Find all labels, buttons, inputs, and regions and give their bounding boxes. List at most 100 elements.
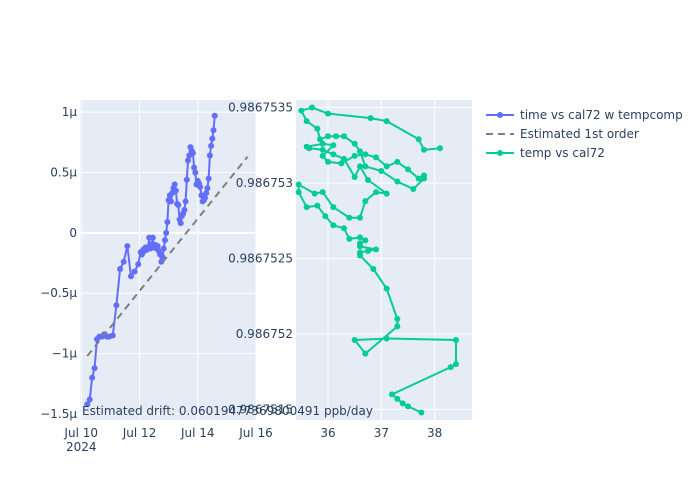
right-data-point [319,152,326,159]
right-data-point [378,167,385,174]
left-data-point [117,266,124,273]
right-data-point [351,337,358,343]
right-data-point [330,204,337,211]
right-data-point [298,107,305,114]
right-y-tick-label: 0.9867535 [228,101,293,115]
right-data-point [362,237,369,244]
right-data-point [421,175,427,182]
left-x-tick-label: Jul 12 [122,426,157,440]
left-data-point [210,127,217,134]
left-series-0 [84,112,218,408]
right-data-point [351,173,358,180]
right-data-point [338,160,345,167]
left-data-point [172,187,179,194]
right-data-point [373,246,379,253]
left-y-tick-label: 0.5μ [50,165,77,179]
right-data-point [330,151,337,158]
right-data-point [333,133,339,140]
left-x-tick-label: Jul 10 [63,426,98,440]
right-data-point [383,118,390,125]
left-series-1 [86,156,249,357]
left-data-point [160,245,167,252]
right-data-point [357,148,363,155]
left-data-point [204,185,211,192]
right-data-point [351,140,358,147]
left-data-point [205,175,212,182]
left-data-point [154,243,161,250]
legend-label: Estimated 1st order [520,127,639,141]
left-data-point [168,198,175,205]
right-y-tick-label: 0.9867525 [228,251,293,265]
right-data-point [317,136,323,143]
drift-annotation: Estimated drift: 0.06019477369800491 ppb… [82,404,373,418]
right-data-point [303,143,310,150]
right-data-point [346,214,353,221]
right-data-point [373,189,379,196]
right-data-point [314,125,321,132]
right-data-point [341,155,347,162]
left-data-point [182,198,189,205]
right-data-point [367,115,374,122]
right-data-point [357,240,363,247]
right-data-point [383,285,390,292]
left-x-tick-label: Jul 16 [238,426,273,440]
right-data-point [362,198,369,205]
right-data-point [346,235,353,242]
right-data-point [418,409,425,416]
left-y-tick-label: −1μ [52,347,78,361]
right-data-point [447,364,454,371]
left-data-point [189,150,196,157]
legend-item: time vs cal72 w tempcomp [486,108,683,122]
left-data-point [158,258,165,265]
right-data-point [357,214,363,221]
left-plot-area [80,100,256,420]
left-data-point [124,243,131,250]
legend-swatch-marker [497,112,503,118]
left-x-tick-sublabel: 2024 [66,440,97,454]
left-data-point [131,268,138,275]
left-data-point [175,202,182,209]
right-data-point [330,142,337,149]
right-data-point [362,151,369,158]
right-panel: 36 37 38 0.9867515 0.986752 0.9867525 0.986753… [228,100,472,440]
right-data-point [365,247,371,254]
legend: time vs cal72 w tempcomp Estimated 1st or… [486,108,683,160]
right-data-point [383,190,390,197]
right-x-tick-label: 37 [374,426,389,440]
right-data-point [437,145,443,152]
right-data-point [330,222,337,229]
legend-item: Estimated 1st order [486,127,639,141]
legend-swatch-marker [497,150,503,156]
left-data-point [86,396,93,403]
right-data-point [370,266,377,273]
right-data-point [394,158,401,165]
left-data-point [183,176,190,183]
left-data-point [109,332,116,339]
left-data-point [185,157,192,164]
legend-label: temp vs cal72 [520,146,605,160]
right-data-point [373,154,379,161]
right-data-point [453,361,459,368]
left-data-point [209,135,216,142]
right-data-point [319,146,326,153]
left-data-point [149,234,156,241]
right-y-tick-label: 0.9867515 [228,402,293,416]
right-data-point [295,181,302,188]
left-data-point [206,152,213,159]
left-y-tick-label: −1.5μ [40,407,77,421]
left-data-point [159,253,166,260]
left-data-point [127,273,134,280]
left-data-point [84,401,91,408]
right-data-point [383,335,390,342]
right-data-point [303,118,310,125]
right-data-point [415,136,422,143]
left-y-tick-label: −0.5μ [40,286,77,300]
left-data-point [208,142,215,149]
left-data-point [192,169,199,176]
left-data-point [177,220,184,227]
right-data-point [341,133,347,140]
right-data-point [453,337,459,343]
left-data-point [91,365,98,372]
right-data-point [394,315,401,322]
